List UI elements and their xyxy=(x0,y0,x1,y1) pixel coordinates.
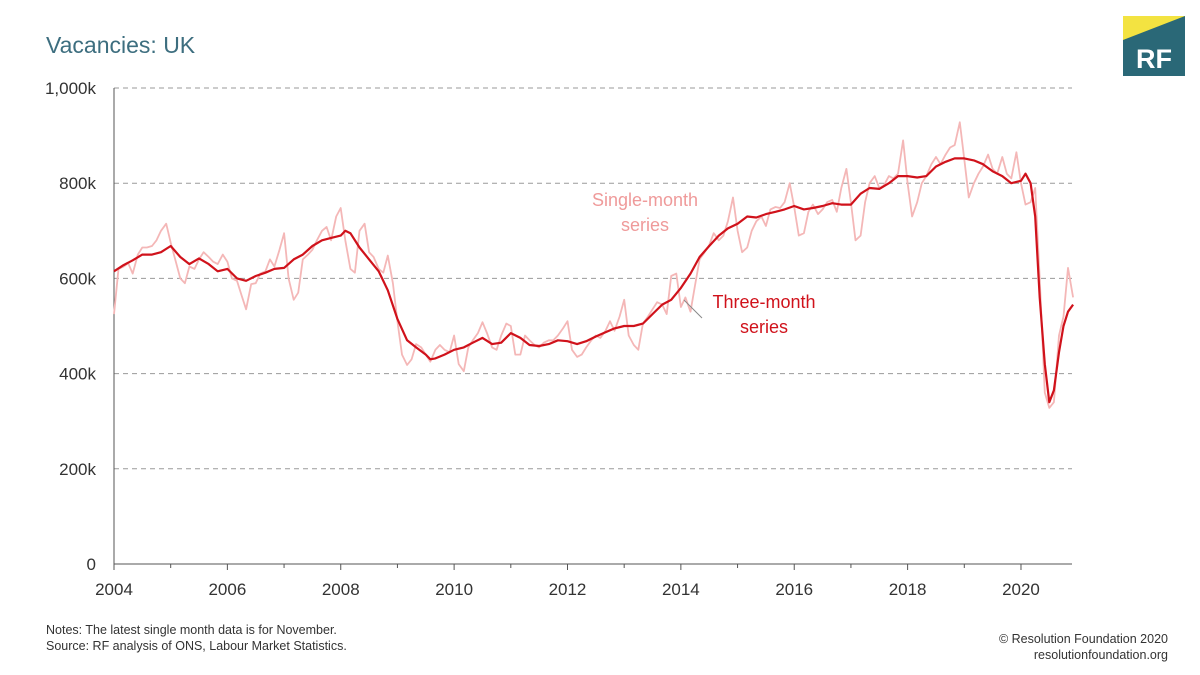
axes: 0 200k 400k 600k 800k 1,000k 2004 2006 2008 2010 2… xyxy=(45,79,1072,599)
three-month-series-line xyxy=(113,157,1074,404)
y-tick-label: 0 xyxy=(87,555,96,574)
series-lines xyxy=(113,121,1074,409)
y-tick-label: 200k xyxy=(59,460,96,479)
y-tick-label: 800k xyxy=(59,174,96,193)
x-tick-label: 2012 xyxy=(549,580,587,599)
rf-logo: RF xyxy=(1123,16,1185,76)
y-tick-label: 400k xyxy=(59,365,96,384)
chart-title: Vacancies: UK xyxy=(46,32,196,58)
x-tick-label: 2010 xyxy=(435,580,473,599)
logo-yellow-corner xyxy=(1123,16,1185,40)
three-month-annotation-line: series xyxy=(740,317,788,337)
x-tick-label: 2020 xyxy=(1002,580,1040,599)
website-line: resolutionfoundation.org xyxy=(1033,648,1168,662)
x-tick-label: 2018 xyxy=(889,580,927,599)
logo-text: RF xyxy=(1136,44,1172,74)
chart-notes: Notes: The latest single month data is f… xyxy=(46,622,347,654)
single-month-annotation-line: Single-month xyxy=(592,190,698,210)
y-tick-label: 1,000k xyxy=(45,79,97,98)
annotations: Single-month series Three-month series xyxy=(592,190,816,337)
notes-line: Notes: The latest single month data is f… xyxy=(46,623,337,637)
x-tick-label: 2008 xyxy=(322,580,360,599)
annotation-leader-line xyxy=(683,299,703,319)
chart-credits: © Resolution Foundation 2020 resolutionf… xyxy=(999,631,1168,663)
x-tick-label: 2014 xyxy=(662,580,700,599)
x-tick-label: 2006 xyxy=(208,580,246,599)
copyright-line: © Resolution Foundation 2020 xyxy=(998,632,1168,646)
x-tick-label: 2004 xyxy=(95,580,133,599)
three-month-annotation-line: Three-month xyxy=(712,292,815,312)
grid-lines xyxy=(114,87,1072,470)
source-line: Source: RF analysis of ONS, Labour Marke… xyxy=(46,639,347,653)
y-tick-label: 600k xyxy=(59,269,96,288)
x-tick-label: 2016 xyxy=(775,580,813,599)
single-month-series-line xyxy=(113,121,1074,409)
single-month-annotation-line: series xyxy=(621,215,669,235)
